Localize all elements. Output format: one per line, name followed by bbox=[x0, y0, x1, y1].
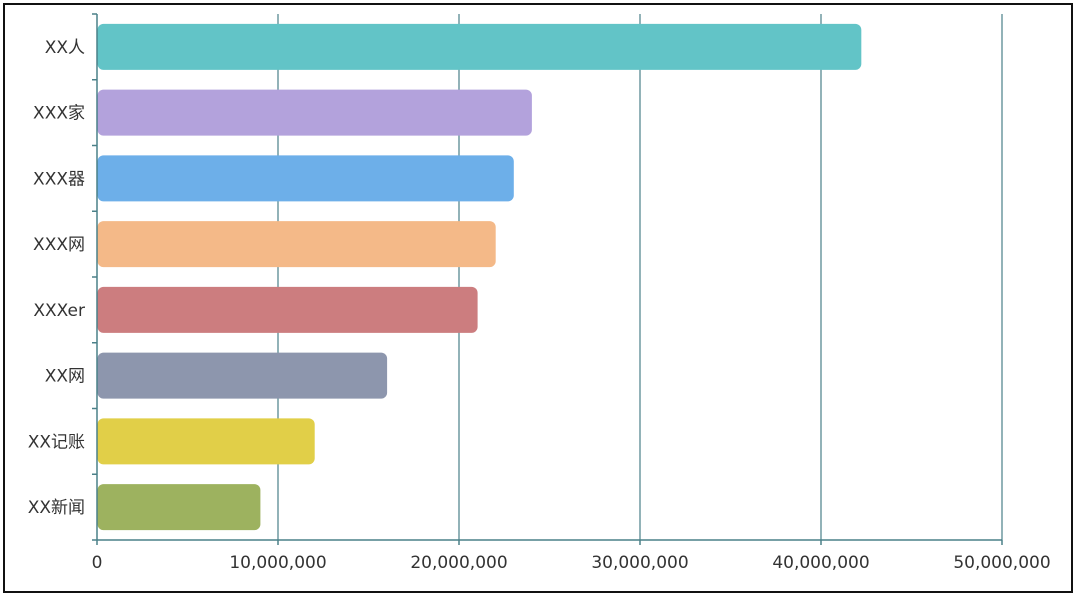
x-tick-label-3: 30,000,000 bbox=[591, 553, 688, 573]
category-label-4: XXX网 bbox=[33, 235, 85, 255]
x-tick-label-5: 50,000,000 bbox=[953, 553, 1050, 573]
bar-2 bbox=[97, 89, 532, 136]
category-label-3: XXX器 bbox=[33, 169, 85, 189]
bar-4 bbox=[97, 221, 496, 268]
x-tick-label-1: 10,000,000 bbox=[229, 553, 326, 573]
category-label-5: XXXer bbox=[33, 301, 85, 321]
category-label-6: XX网 bbox=[45, 367, 85, 387]
bar-5 bbox=[97, 286, 478, 333]
category-label-1: XX人 bbox=[45, 38, 85, 58]
bar-1 bbox=[97, 23, 862, 70]
axes bbox=[92, 13, 1003, 545]
bars bbox=[97, 23, 862, 531]
x-tick-label-4: 40,000,000 bbox=[772, 553, 869, 573]
labels: XX人 XXX家 XXX器 XXX网 XXXer XX网 XX记账 XX新闻 0 10,000,0… bbox=[28, 38, 1051, 573]
bar-7 bbox=[97, 418, 315, 465]
category-label-8: XX新闻 bbox=[28, 498, 85, 518]
bar-3 bbox=[97, 155, 514, 202]
category-label-7: XX记账 bbox=[28, 432, 85, 452]
x-tick-label-0: 0 bbox=[92, 553, 103, 573]
bar-6 bbox=[97, 352, 388, 399]
x-tick-label-2: 20,000,000 bbox=[410, 553, 507, 573]
category-label-2: XXX家 bbox=[33, 104, 85, 124]
bar-8 bbox=[97, 484, 261, 531]
